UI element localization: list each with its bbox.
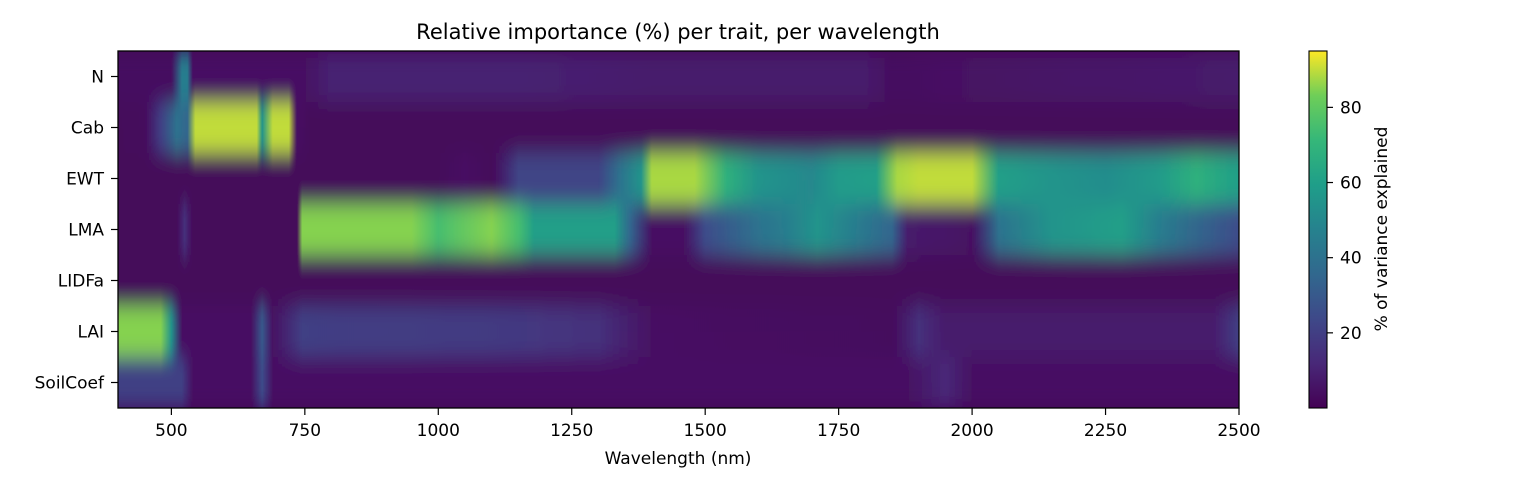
y-tick-label: SoilCoef bbox=[35, 374, 105, 394]
x-tick-label: 1500 bbox=[684, 421, 727, 441]
heatmap-row-cab bbox=[118, 102, 1239, 154]
x-tick-label: 1000 bbox=[417, 421, 460, 441]
x-tick-label: 2000 bbox=[950, 421, 993, 441]
heatmap-row-lidfa bbox=[118, 255, 1239, 307]
heatmap-area bbox=[118, 51, 1239, 408]
y-tick-label: LAI bbox=[77, 323, 104, 343]
colorbar-tick-label: 20 bbox=[1340, 324, 1362, 344]
heatmap-row-soilcoef bbox=[118, 357, 1239, 408]
x-tick-label: 2500 bbox=[1217, 421, 1260, 441]
colorbar-label: % of variance explained bbox=[1372, 127, 1392, 332]
x-axis-label: Wavelength (nm) bbox=[605, 449, 752, 469]
heatmap-row-lma bbox=[118, 204, 1239, 256]
heatmap-row-lai bbox=[118, 306, 1239, 358]
y-tick-label: Cab bbox=[71, 119, 104, 139]
colorbar-tick-label: 60 bbox=[1340, 174, 1362, 194]
chart-title: Relative importance (%) per trait, per w… bbox=[416, 20, 940, 44]
x-tick-label: 500 bbox=[155, 421, 187, 441]
heatmap-row-ewt bbox=[118, 153, 1239, 205]
x-tick-label: 750 bbox=[289, 421, 321, 441]
colorbar bbox=[1308, 50, 1328, 409]
y-tick-label: LMA bbox=[68, 221, 104, 241]
y-tick-label: EWT bbox=[66, 170, 105, 190]
y-tick-label: LIDFa bbox=[58, 272, 104, 292]
y-axis: N Cab EWT LMA LIDFa LAI SoilCoef bbox=[35, 68, 118, 394]
heatmap-row-n bbox=[118, 51, 1239, 103]
x-tick-label: 1250 bbox=[550, 421, 593, 441]
colorbar-tick-label: 40 bbox=[1340, 249, 1362, 269]
colorbar-tick-label: 80 bbox=[1340, 98, 1362, 118]
y-tick-label: N bbox=[91, 68, 104, 88]
x-tick-label: 2250 bbox=[1084, 421, 1127, 441]
x-axis: 500 750 1000 1250 1500 1750 2000 2250 2500 bbox=[155, 408, 1261, 441]
colorbar-ticks: 20 40 60 80 bbox=[1327, 98, 1362, 344]
x-tick-label: 1750 bbox=[817, 421, 860, 441]
